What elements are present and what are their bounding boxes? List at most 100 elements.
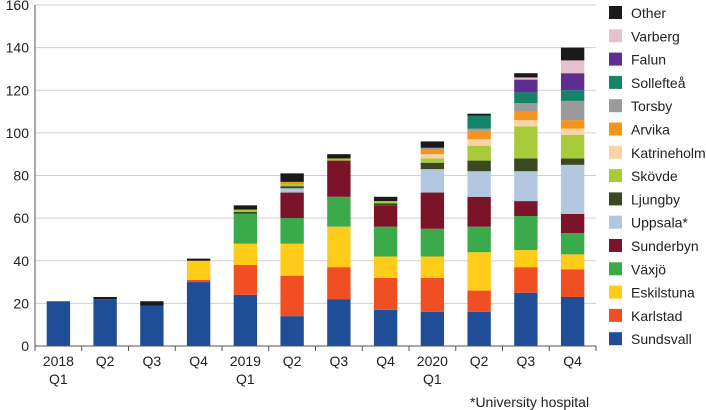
bar-segment-eskilstuna xyxy=(233,243,258,266)
legend-swatch xyxy=(609,239,622,252)
bar-segment-sundsvall xyxy=(420,311,445,346)
legend-label: Eskilstuna xyxy=(631,285,695,301)
bar-segment-v-xj xyxy=(420,228,445,257)
legend-label: Karlstad xyxy=(631,308,682,324)
legend-label: Katrineholm xyxy=(631,145,706,161)
bar-segment-sk-vde xyxy=(467,145,491,161)
bar-segment-karlstad xyxy=(280,275,304,317)
bar-segment-varberg xyxy=(514,77,538,80)
legend-label: Varberg xyxy=(631,28,680,44)
bar-segment-karlstad xyxy=(373,277,398,310)
bar-segment-v-xj xyxy=(467,226,491,253)
x-axis-ticks: 2018 Q1 Q2 Q3 Q4 2019 Q1 Q2 Q3 Q4 2020 Q1 Q2 Q3 Q4 xyxy=(43,353,582,387)
y-tick-label: 140 xyxy=(6,40,30,56)
legend-swatch xyxy=(609,215,622,229)
bar-segment-other xyxy=(186,258,211,261)
x-tick-label: Q3 xyxy=(517,353,536,369)
legend-label: Skövde xyxy=(631,168,678,184)
bar-segment-sundsvall xyxy=(233,294,258,346)
bar-segment-sundsvall xyxy=(93,299,117,346)
legend-swatch xyxy=(609,29,622,43)
x-tick-label: Q3 xyxy=(330,353,349,369)
bar-segment-katrineholm xyxy=(514,120,538,127)
bar-segment-sunderbyn xyxy=(327,160,351,197)
bar-segment-sundsvall xyxy=(467,311,491,346)
bar-segment-other xyxy=(420,141,445,148)
axes xyxy=(34,5,597,351)
bar-segment-sk-vde xyxy=(280,184,304,187)
legend-swatch xyxy=(609,332,622,346)
bar-segment-eskilstuna xyxy=(280,243,304,276)
bar-segment-uppsala xyxy=(560,164,585,214)
bar-segment-sk-vde xyxy=(233,209,258,212)
bar-segment-eskilstuna xyxy=(467,252,491,291)
bar-segment-sunderbyn xyxy=(280,192,304,219)
bars xyxy=(46,47,585,346)
legend-label: Torsby xyxy=(631,98,672,114)
bar-segment-uppsala xyxy=(280,188,304,193)
bar-segment-sollefte xyxy=(514,92,538,104)
bar-segment-ljungby xyxy=(280,186,304,189)
bar-segment-v-xj xyxy=(560,233,585,255)
bar-segment-sunderbyn xyxy=(420,192,445,229)
bar-segment-other xyxy=(560,47,585,61)
bar-segment-katrineholm xyxy=(467,139,491,146)
bar-segment-v-xj xyxy=(373,226,398,257)
bar-segment-other xyxy=(93,296,117,300)
bar-segment-v-xj xyxy=(327,196,351,227)
bar-segment-sunderbyn xyxy=(373,205,398,227)
bar-segment-ljungby xyxy=(467,160,491,172)
x-tick-label: Q2 xyxy=(470,353,489,369)
y-tick-label: 160 xyxy=(6,0,30,13)
bar-segment-eskilstuna xyxy=(560,254,585,270)
bar-segment-karlstad xyxy=(560,269,585,297)
bar-segment-eskilstuna xyxy=(327,226,351,268)
bar-segment-v-xj xyxy=(280,218,304,244)
bar-segment-karlstad xyxy=(514,267,538,293)
bar-segment-arvika xyxy=(560,120,585,129)
bar-segment-karlstad xyxy=(327,267,351,300)
bar-segment-uppsala xyxy=(514,171,538,202)
y-tick-label: 80 xyxy=(13,168,29,184)
x-tick-label: Q1 xyxy=(49,371,68,387)
y-axis-ticks: 0 20 40 60 80 100 120 140 160 xyxy=(6,0,30,354)
bar-segment-arvika xyxy=(467,130,491,140)
bar-segment-sunderbyn xyxy=(467,196,491,227)
bar-segment-sk-vde xyxy=(514,126,538,159)
bar-segment-other xyxy=(280,173,304,182)
x-tick-label: Q1 xyxy=(236,371,255,387)
bar-segment-sundsvall xyxy=(280,316,304,346)
x-tick-label: Q4 xyxy=(376,353,395,369)
bar-segment-katrineholm xyxy=(420,154,445,159)
legend-label: Arvika xyxy=(631,122,670,138)
bar-segment-arvika xyxy=(514,111,538,121)
bar-segment-eskilstuna xyxy=(420,256,445,278)
bar-segment-ljungby xyxy=(560,158,585,165)
x-tick-label: Q2 xyxy=(96,353,115,369)
bar-segment-other xyxy=(373,196,398,202)
bar-segment-ljungby xyxy=(233,211,258,214)
bar-segment-v-xj xyxy=(233,213,258,244)
legend-swatch xyxy=(609,145,622,159)
bar-segment-ljungby xyxy=(514,158,538,172)
bar-segment-sk-vde xyxy=(327,158,351,161)
bar-segment-sk-vde xyxy=(560,135,585,159)
x-tick-label: Q2 xyxy=(283,353,302,369)
y-tick-label: 100 xyxy=(6,125,30,141)
bar-segment-ljungby xyxy=(420,162,445,170)
legend-swatch xyxy=(609,192,622,206)
bar-segment-sunderbyn xyxy=(514,201,538,216)
legend-swatch xyxy=(609,52,622,66)
bar-segment-eskilstuna xyxy=(514,250,538,268)
bar-segment-sundsvall xyxy=(373,309,398,346)
legend-swatch xyxy=(609,169,622,183)
bar-segment-sundsvall xyxy=(560,296,585,346)
bar-segment-v-xj xyxy=(514,215,538,251)
bar-segment-ljungby xyxy=(373,203,398,206)
bar-segment-eskilstuna xyxy=(186,260,211,280)
x-tick-label: 2020 xyxy=(417,353,448,369)
legend-label: Falun xyxy=(631,52,666,68)
bar-segment-other xyxy=(467,113,491,116)
bar-segment-other xyxy=(327,154,351,159)
x-tick-label: 2018 xyxy=(43,353,74,369)
